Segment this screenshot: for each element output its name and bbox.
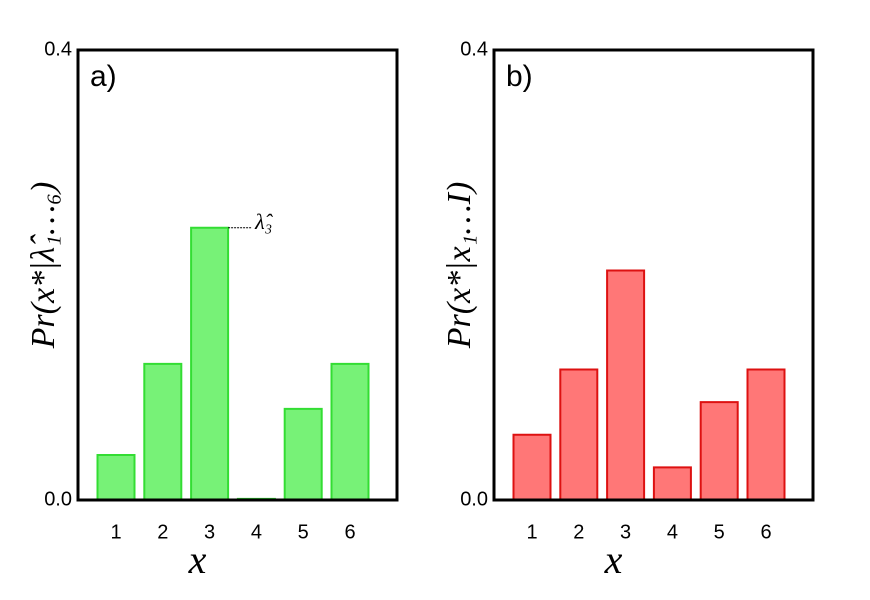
- bar: [190, 226, 230, 501]
- x-tick-label: 6: [760, 521, 771, 543]
- x-tick-label: 1: [526, 521, 537, 543]
- x-tick-label: 5: [298, 521, 309, 543]
- y-tick-label: 0.0: [460, 488, 488, 510]
- y-tick-label: 0.4: [460, 38, 488, 60]
- bar: [746, 368, 786, 501]
- panel-label: b): [506, 60, 533, 93]
- x-axis-label: x: [188, 537, 207, 582]
- plot-frame: [76, 48, 399, 502]
- y-axis-label: Pr(x*|λ̂₁…₆): [25, 182, 62, 350]
- x-tick-label: 6: [344, 521, 355, 543]
- bar: [512, 433, 552, 501]
- bar: [652, 466, 692, 501]
- bar: [283, 407, 323, 501]
- bar: [96, 454, 136, 501]
- x-tick-label: 5: [714, 521, 725, 543]
- bar: [559, 368, 599, 501]
- y-tick-label: 0.4: [44, 38, 72, 60]
- plot-frame: [492, 48, 815, 502]
- x-tick-label: 2: [573, 521, 584, 543]
- x-tick-label: 4: [251, 521, 262, 543]
- x-tick-label: 4: [667, 521, 678, 543]
- y-axis-label: Pr(x*|x₁…I): [441, 182, 478, 350]
- bar: [330, 362, 370, 501]
- annotation: λ̂₃: [254, 209, 274, 234]
- x-tick-label: 1: [110, 521, 121, 543]
- bar: [143, 362, 183, 501]
- bar: [606, 269, 646, 501]
- panel-label: a): [90, 60, 117, 93]
- x-tick-label: 3: [620, 521, 631, 543]
- y-tick-label: 0.0: [44, 488, 72, 510]
- x-tick-label: 2: [157, 521, 168, 543]
- x-tick-label: 3: [204, 521, 215, 543]
- x-axis-label: x: [604, 537, 623, 582]
- bar: [699, 401, 739, 501]
